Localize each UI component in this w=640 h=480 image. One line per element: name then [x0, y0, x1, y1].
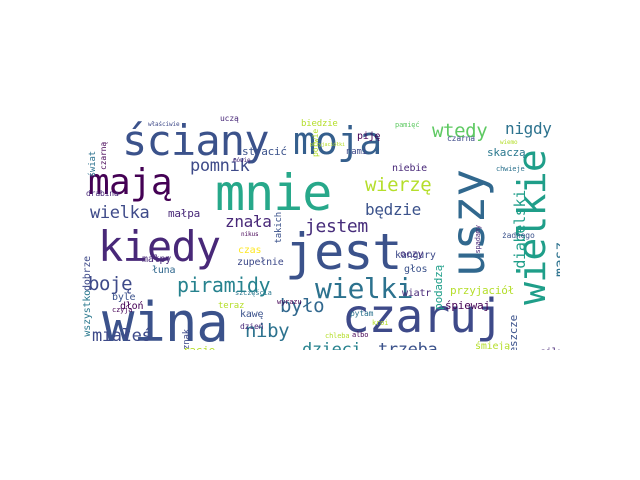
word: małpy	[142, 254, 172, 265]
word: nami	[346, 147, 367, 157]
word: oczy	[400, 249, 424, 260]
word: drabina	[86, 189, 119, 198]
word: moja	[293, 119, 382, 163]
word: rację	[183, 345, 215, 350]
word: było	[280, 295, 325, 317]
word: stracić	[242, 145, 287, 158]
word: wiemo	[500, 139, 518, 146]
word: wielki	[315, 272, 413, 305]
word: kroi	[372, 319, 389, 327]
word: teraz	[218, 301, 245, 311]
word: niebie	[392, 163, 427, 174]
word: wiatr	[402, 288, 432, 299]
word: byle	[112, 292, 136, 303]
word: albo	[352, 331, 369, 339]
word: pytam	[350, 309, 374, 318]
word: uszy	[441, 170, 495, 278]
word: będzie	[365, 200, 421, 219]
word: trzeba	[378, 340, 438, 351]
word: uczą	[220, 114, 239, 123]
word: podadzą	[432, 265, 445, 310]
word: wyrazu	[277, 298, 302, 306]
word: czas	[238, 245, 262, 256]
word: jest	[285, 223, 402, 281]
word: głos	[404, 264, 428, 275]
word: kangury	[395, 250, 436, 261]
word: jestem	[305, 216, 368, 237]
word: nigdy	[505, 119, 552, 138]
word: piję	[357, 131, 381, 142]
word: szczęścia	[235, 289, 272, 297]
word: dzień	[240, 322, 264, 331]
word: świat	[88, 151, 98, 178]
word: niby	[245, 320, 290, 342]
word: wierzę	[365, 174, 432, 196]
word: takich	[274, 212, 284, 244]
word: boję	[88, 273, 133, 295]
word: piramidy	[177, 273, 271, 297]
word: pomnik	[190, 156, 250, 176]
word: przyjaciółki	[310, 142, 345, 148]
word: właściwie	[148, 121, 180, 128]
word: dłoń	[120, 301, 144, 312]
word: wszystko	[82, 290, 93, 337]
word: żadnego	[502, 231, 535, 240]
word: masz	[551, 242, 560, 277]
word-cloud: mnie jest czaruj wina uszy kiedy ściany …	[80, 110, 560, 350]
word: znała	[225, 212, 272, 231]
word: pamięć	[395, 121, 420, 129]
word: biedzie	[301, 119, 338, 129]
word: przyjaciół	[450, 284, 515, 297]
word: chleba	[325, 332, 350, 340]
word: kawę	[240, 309, 264, 320]
word: dzieci	[302, 340, 362, 351]
word: mają	[88, 162, 173, 203]
word: chwieje	[496, 165, 525, 173]
word: czaruj	[342, 289, 504, 343]
word: miałeś	[92, 326, 152, 346]
word: spadamy	[474, 225, 482, 254]
word: czarna	[447, 134, 475, 143]
word: ściany	[122, 116, 270, 165]
word: śpiewaj	[445, 299, 490, 312]
word: mnie	[215, 164, 332, 222]
word: silni	[540, 348, 560, 351]
word: dobrze	[82, 256, 93, 291]
word: śmieją	[475, 341, 510, 351]
word: czyja	[112, 306, 133, 314]
word: wtedy	[432, 120, 488, 142]
word: łuna	[152, 265, 176, 276]
word: mówię	[233, 157, 251, 164]
word: wielka	[90, 203, 150, 223]
word: nikus	[241, 231, 259, 238]
word: zupełnie	[237, 257, 284, 268]
word: kiedy	[98, 222, 221, 271]
word: czarną	[99, 142, 108, 170]
word: diabelski	[511, 190, 529, 269]
word: wina	[102, 291, 229, 350]
word: skaczą	[487, 146, 526, 159]
word: małpa	[168, 207, 201, 220]
